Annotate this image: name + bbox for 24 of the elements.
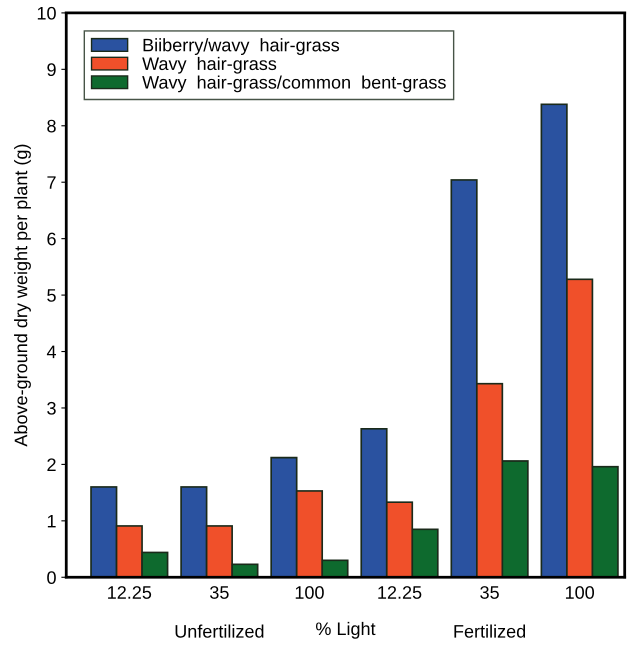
y-tick-label: 10 <box>38 6 56 20</box>
y-tick-label: 2 <box>47 458 56 471</box>
text: Fertilized <box>454 624 526 638</box>
y-tick-label: 6 <box>47 232 56 246</box>
y-tick-label: 0 <box>47 571 56 584</box>
y-tick-label: 7 <box>47 176 56 189</box>
y-tick-label: 1 <box>48 514 56 528</box>
y-tick-label: 4 <box>46 346 56 358</box>
text: Unfertilized <box>176 624 264 638</box>
x-tick-label: 12.25 <box>378 586 422 599</box>
y-tick-label: 5 <box>47 289 56 302</box>
legend-label: Wavy hair-grass/common bent-grass <box>142 75 446 92</box>
y-axis-title: Above-ground dry weight per plant (g) <box>14 144 31 447</box>
x-tick-label: 12.25 <box>108 586 152 599</box>
y-tick-label: 9 <box>47 63 56 76</box>
x-tick-label: 35 <box>210 586 229 599</box>
y-tick-label: 8 <box>47 120 56 132</box>
x-tick-label: 35 <box>480 586 499 599</box>
x-tick-label: 100 <box>296 586 324 599</box>
legend-label: Biiberry/wavy hair-grass <box>144 38 340 56</box>
x-axis-title: % Light <box>316 622 376 639</box>
x-tick-label: 100 <box>566 586 594 599</box>
y-tick-label: 3 <box>47 402 56 415</box>
legend-label: Wavy hair-grass <box>142 56 276 74</box>
